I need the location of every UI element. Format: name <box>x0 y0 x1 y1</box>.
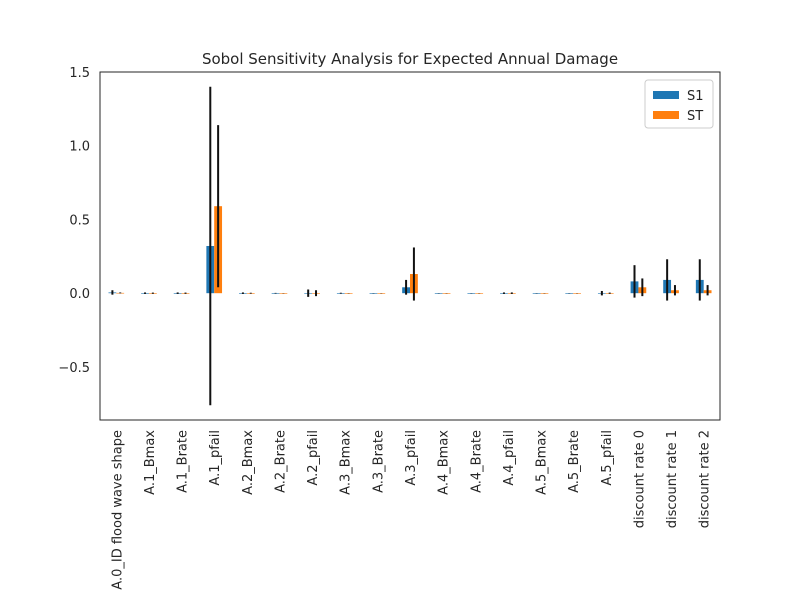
legend: S1 ST <box>644 79 714 129</box>
x-tick-label: discount rate 0 <box>632 430 647 528</box>
x-tick-label: A.4_Brate <box>469 430 484 493</box>
x-axis: A.0_ID flood wave shape A.1_Bmax A.1_Brate… <box>110 430 712 590</box>
legend-label-st: ST <box>687 109 703 124</box>
x-tick-label: A.2_pfail <box>306 430 321 486</box>
bar-st <box>540 293 549 294</box>
x-tick-label: A.5_Bmax <box>535 430 550 495</box>
y-tick-label: 1.0 <box>69 140 90 155</box>
bar-st <box>344 293 353 294</box>
legend-label-s1: S1 <box>687 89 704 104</box>
bar-st <box>377 293 386 294</box>
bar-s1 <box>369 293 378 294</box>
x-tick-label: A.2_Bmax <box>241 430 256 495</box>
x-tick-label: A.1_pfail <box>208 430 223 486</box>
bar-st <box>475 293 484 294</box>
x-tick-label: A.4_pfail <box>502 430 517 486</box>
chart-title: Sobol Sensitivity Analysis for Expected … <box>202 50 618 68</box>
errorbar-layer <box>111 86 709 406</box>
x-tick-label: A.5_Brate <box>567 430 582 493</box>
x-tick-label: A.0_ID flood wave shape <box>110 430 125 590</box>
x-tick-label: A.1_Bmax <box>143 430 158 495</box>
x-tick-label: discount rate 2 <box>698 430 713 528</box>
bar-s1 <box>565 293 574 294</box>
y-axis: −0.5 0.0 0.5 1.0 1.5 <box>58 66 90 376</box>
y-tick-label: 0.0 <box>69 287 90 302</box>
legend-swatch-st <box>653 111 679 119</box>
x-tick-label: A.3_pfail <box>404 430 419 486</box>
x-tick-label: A.2_Brate <box>273 430 288 493</box>
bar-st <box>279 293 288 294</box>
legend-swatch-s1 <box>653 91 679 99</box>
bar-st <box>442 293 451 294</box>
y-tick-label: −0.5 <box>58 361 90 376</box>
x-tick-label: A.3_Bmax <box>339 430 354 495</box>
bar-st <box>573 293 581 294</box>
plot-frame <box>99 71 721 421</box>
x-tick-label: A.1_Brate <box>176 430 191 493</box>
x-tick-label: A.3_Brate <box>371 430 386 493</box>
x-tick-label: A.5_pfail <box>600 430 615 486</box>
y-tick-label: 0.5 <box>69 213 90 228</box>
bar-s1 <box>271 293 280 294</box>
x-tick-label: discount rate 1 <box>665 430 680 528</box>
y-tick-label: 1.5 <box>69 66 90 81</box>
bar-s1 <box>532 293 541 294</box>
bar-s1 <box>467 293 476 294</box>
x-tick-label: A.4_Bmax <box>437 430 452 495</box>
bar-s1 <box>434 293 443 294</box>
